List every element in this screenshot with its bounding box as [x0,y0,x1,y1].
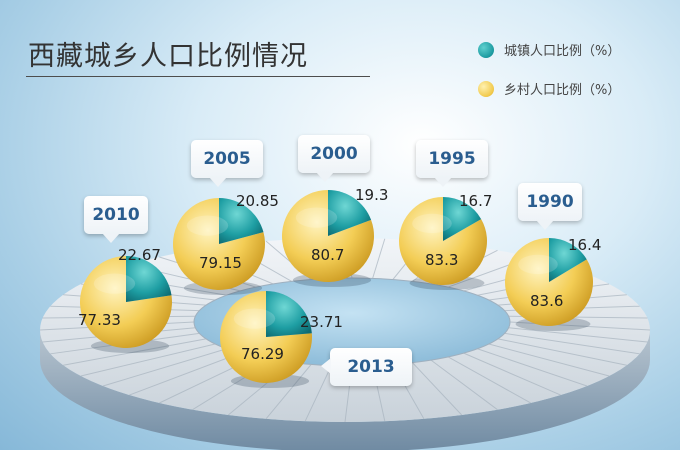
pie-2000 [282,190,375,287]
pie-slice-rural [282,190,375,282]
rural-value-1990: 83.6 [530,292,564,310]
urban-value-2013: 23.71 [300,313,343,331]
legend-item-urban: 城镇人口比例（%） [478,40,620,59]
year-callout-1990: 1990 [518,183,582,230]
pie-2005 [173,198,266,295]
rural-value-2000: 80.7 [311,246,345,264]
page-title: 西藏城乡人口比例情况 [28,41,308,72]
legend-item-rural: 乡村人口比例（%） [478,79,620,98]
pie-slice-urban [219,198,264,244]
rural-value-2010: 77.33 [78,311,121,329]
urban-value-1990: 16.4 [568,236,602,254]
pie-highlight [295,207,338,228]
pie-highlight [412,213,452,234]
pie-highlight [233,308,276,329]
pie-highlight [93,273,136,294]
pie-group [80,190,594,388]
pie-slice-urban [266,291,312,337]
pie-slice-rural [173,198,266,290]
pie-2013 [219,291,312,388]
legend-label-rural: 乡村人口比例（%） [504,83,621,98]
pie-slice-urban [126,256,172,302]
pie-1995 [399,197,487,290]
legend-swatch-urban [478,41,494,58]
year-callout-2010: 2010 [84,196,148,243]
title-divider [26,76,370,77]
ring-platform [39,237,651,450]
rural-value-2013: 76.29 [241,345,284,363]
pie-1990 [505,238,594,331]
pie-slice-urban [328,190,372,236]
pie-highlight [518,254,558,275]
pie-highlight [186,215,229,236]
year-callout-2005: 2005 [191,140,263,187]
pie-slice-urban [549,238,587,282]
pie-2010 [80,256,172,353]
year-callout-2013: 2013 [321,348,412,386]
year-callout-1995: 1995 [416,140,488,187]
rural-value-2005: 79.15 [199,254,242,272]
urban-value-2005: 20.85 [236,192,279,210]
pie-slice-rural [505,238,594,327]
legend-swatch-rural [478,80,494,97]
urban-value-2000: 19.3 [355,186,389,204]
urban-value-2010: 22.67 [118,246,161,264]
urban-value-1995: 16.7 [459,192,493,210]
pie-slice-urban [443,197,482,241]
rural-value-1995: 83.3 [425,251,459,269]
year-callout-2000: 2000 [298,135,370,182]
legend-label-urban: 城镇人口比例（%） [504,44,621,59]
